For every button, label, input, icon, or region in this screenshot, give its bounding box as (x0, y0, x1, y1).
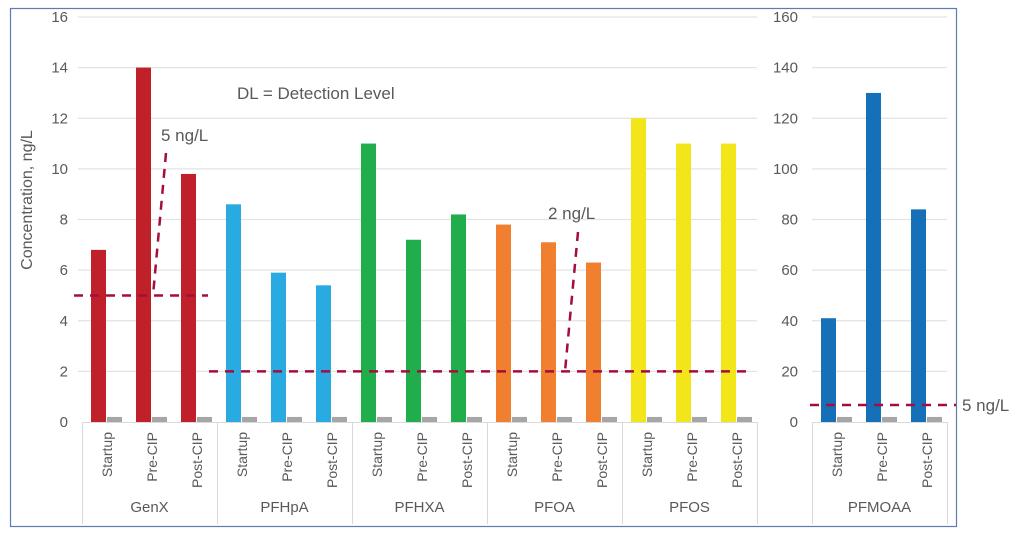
y-tick-label: 80 (781, 212, 798, 229)
y-tick-label: 140 (773, 60, 798, 77)
category-label: Post-CIP (324, 432, 340, 488)
category-label: Post-CIP (459, 432, 475, 488)
category-label: Pre-CIP (414, 432, 430, 482)
category-label: Startup (639, 432, 655, 477)
y-tick-label: 2 (60, 363, 68, 380)
group-label: PFOA (534, 499, 575, 516)
dl-bar (152, 416, 167, 422)
category-label: Post-CIP (594, 432, 610, 488)
bar (406, 239, 421, 422)
detection-level-leader (563, 231, 580, 372)
y-tick-label: 120 (773, 110, 798, 127)
category-label: Post-CIP (729, 432, 745, 488)
bar (631, 118, 646, 422)
bar (821, 318, 836, 422)
dl-bar (197, 416, 212, 422)
category-label: Pre-CIP (279, 432, 295, 482)
dl-bar (692, 416, 707, 422)
y-tick-label: 60 (781, 262, 798, 279)
y-tick-label: 100 (773, 161, 798, 178)
y-tick-label: 0 (60, 414, 68, 431)
group-label: PFMOAA (848, 499, 911, 516)
category-label: Pre-CIP (874, 432, 890, 482)
dl-bar (467, 416, 482, 422)
dl-bar (242, 416, 257, 422)
dl-bar (107, 416, 122, 422)
category-label: Post-CIP (919, 432, 935, 488)
detection-level-label: 2 ng/L (548, 204, 595, 223)
group-label: PFHpA (260, 499, 308, 516)
bar (451, 214, 466, 422)
category-label: Startup (99, 432, 115, 477)
chart-frame (9, 7, 958, 528)
y-tick-label: 6 (60, 262, 68, 279)
dl-bar (287, 416, 302, 422)
group-label: GenX (130, 499, 168, 516)
y-tick-label: 14 (51, 60, 68, 77)
bar (361, 143, 376, 422)
bar (316, 285, 331, 422)
detection-level-leader (151, 152, 168, 296)
dl-bar (647, 416, 662, 422)
category-label: Startup (504, 432, 520, 477)
y-tick-label: 20 (781, 363, 798, 380)
y-tick-label: 12 (51, 110, 68, 127)
dl-bar (422, 416, 437, 422)
bar (911, 209, 926, 422)
group-label: PFOS (669, 499, 710, 516)
detection-level-label: 5 ng/L (962, 396, 1009, 415)
y-axis-title: Concentration, ng/L (19, 130, 36, 270)
y-tick-label: 4 (60, 313, 68, 330)
category-label: Startup (369, 432, 385, 477)
dl-bar (377, 416, 392, 422)
dl-bar (737, 416, 752, 422)
dl-bar (557, 416, 572, 422)
dl-bar (927, 416, 942, 422)
y-tick-label: 16 (51, 9, 68, 26)
detection-level-label: 5 ng/L (161, 126, 208, 145)
bar (496, 224, 511, 422)
bar (91, 249, 106, 422)
bar (541, 242, 556, 422)
dl-bar (882, 416, 897, 422)
y-tick-label: 40 (781, 313, 798, 330)
bar (676, 143, 691, 422)
bar (181, 173, 196, 422)
y-tick-label: 0 (790, 414, 798, 431)
dl-bar (512, 416, 527, 422)
dl-bar (837, 416, 852, 422)
category-label: Pre-CIP (144, 432, 160, 482)
bar (866, 92, 881, 422)
annotation-detection-level: DL = Detection Level (237, 84, 395, 103)
y-tick-label: 8 (60, 212, 68, 229)
category-label: Pre-CIP (684, 432, 700, 482)
category-label: Post-CIP (189, 432, 205, 488)
category-label: Startup (829, 432, 845, 477)
bar (586, 262, 601, 422)
category-label: Pre-CIP (549, 432, 565, 482)
dl-bar (332, 416, 347, 422)
bar (136, 67, 151, 422)
category-label: Startup (234, 432, 250, 477)
bar (271, 272, 286, 422)
y-tick-label: 10 (51, 161, 68, 178)
bar (226, 204, 241, 422)
bar (721, 143, 736, 422)
y-tick-label: 160 (773, 9, 798, 26)
group-label: PFHXA (394, 499, 444, 516)
dl-bar (602, 416, 617, 422)
